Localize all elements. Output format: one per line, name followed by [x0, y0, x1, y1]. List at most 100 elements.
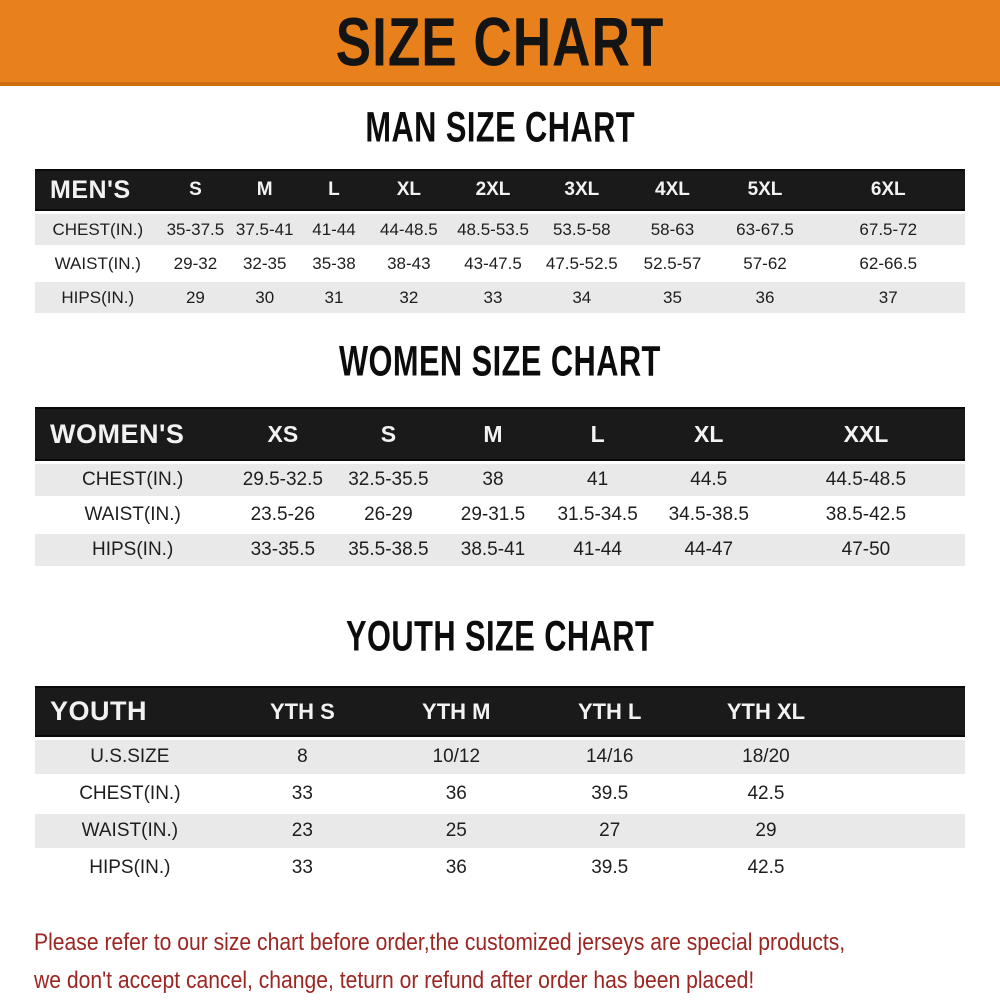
- size-value-cell: 25: [380, 814, 533, 848]
- size-value-cell: 32.5-35.5: [335, 464, 442, 496]
- size-value-cell: 38.5-42.5: [766, 499, 965, 531]
- column-header-l: L: [544, 407, 651, 461]
- womens-size-table: WOMEN'S XS S M L XL XXL CHEST(IN.) 29.5-…: [35, 404, 965, 569]
- size-value-cell: 34: [537, 282, 627, 313]
- youth-size-chart-title: YOUTH SIZE CHART: [345, 612, 655, 661]
- row-label: WAIST(IN.): [35, 814, 225, 848]
- size-value-cell: 34.5-38.5: [650, 499, 767, 531]
- size-value-cell: 38.5-41: [441, 534, 545, 566]
- size-value-cell: 33-35.5: [230, 534, 336, 566]
- size-value-cell: 29: [686, 814, 845, 848]
- size-value-cell: 39.5: [532, 777, 687, 811]
- size-value-cell: 63-67.5: [718, 214, 812, 245]
- size-value-cell: 47-50: [766, 534, 965, 566]
- size-value-cell: 44.5: [650, 464, 767, 496]
- spacer-cell: [845, 814, 965, 848]
- column-header-xxl: XXL: [766, 407, 965, 461]
- size-value-cell: 38-43: [368, 248, 449, 279]
- size-value-cell: 42.5: [686, 851, 845, 885]
- size-value-cell: 30: [230, 282, 300, 313]
- size-value-cell: 43-47.5: [448, 248, 538, 279]
- size-value-cell: 42.5: [686, 777, 845, 811]
- column-header-5xl: 5XL: [718, 169, 812, 211]
- size-value-cell: 36: [380, 851, 533, 885]
- size-value-cell: 35.5-38.5: [335, 534, 442, 566]
- size-value-cell: 18/20: [686, 740, 845, 774]
- column-header-2xl: 2XL: [448, 169, 538, 211]
- column-header-s: S: [160, 169, 231, 211]
- women-size-chart-title: WOMEN SIZE CHART: [339, 337, 661, 386]
- size-value-cell: 44-47: [650, 534, 767, 566]
- size-value-cell: 33: [448, 282, 538, 313]
- row-label: CHEST(IN.): [35, 464, 231, 496]
- youth-hips-row: HIPS(IN.) 33 36 39.5 42.5: [35, 851, 965, 885]
- column-header-yth-l: YTH L: [532, 686, 687, 737]
- size-value-cell: 41-44: [544, 534, 651, 566]
- size-value-cell: 10/12: [380, 740, 533, 774]
- column-header-6xl: 6XL: [811, 169, 965, 211]
- size-value-cell: 23: [224, 814, 381, 848]
- size-value-cell: 67.5-72: [811, 214, 965, 245]
- size-value-cell: 35: [626, 282, 719, 313]
- column-header-l: L: [299, 169, 369, 211]
- column-header-4xl: 4XL: [626, 169, 719, 211]
- size-value-cell: 26-29: [335, 499, 442, 531]
- size-value-cell: 52.5-57: [626, 248, 719, 279]
- row-label: HIPS(IN.): [35, 534, 231, 566]
- row-label: CHEST(IN.): [35, 777, 225, 811]
- size-value-cell: 57-62: [718, 248, 812, 279]
- column-header-yth-s: YTH S: [224, 686, 381, 737]
- disclaimer-line-2: we don't accept cancel, change, teturn o…: [34, 967, 755, 994]
- size-value-cell: 53.5-58: [537, 214, 627, 245]
- size-value-cell: 8: [224, 740, 381, 774]
- column-header-m: M: [441, 407, 545, 461]
- column-header-xs: XS: [230, 407, 336, 461]
- size-value-cell: 29: [160, 282, 231, 313]
- banner-title: SIZE CHART: [335, 2, 665, 80]
- disclaimer-line-1: Please refer to our size chart before or…: [34, 929, 846, 956]
- size-value-cell: 29-32: [160, 248, 231, 279]
- size-value-cell: 39.5: [532, 851, 687, 885]
- youth-header-label: YOUTH: [35, 686, 225, 737]
- size-value-cell: 23.5-26: [230, 499, 336, 531]
- mens-header-label: MEN'S: [35, 169, 161, 211]
- size-value-cell: 37.5-41: [230, 214, 300, 245]
- size-value-cell: 31: [299, 282, 369, 313]
- size-value-cell: 36: [718, 282, 812, 313]
- size-value-cell: 32: [368, 282, 449, 313]
- spacer-cell: [845, 777, 965, 811]
- mens-waist-row: WAIST(IN.) 29-32 32-35 35-38 38-43 43-47…: [35, 248, 965, 279]
- size-value-cell: 44-48.5: [368, 214, 449, 245]
- mens-hips-row: HIPS(IN.) 29 30 31 32 33 34 35 36 37: [35, 282, 965, 313]
- youth-header-row: YOUTH YTH S YTH M YTH L YTH XL: [35, 686, 965, 737]
- size-value-cell: 32-35: [230, 248, 300, 279]
- spacer-cell: [845, 740, 965, 774]
- size-value-cell: 36: [380, 777, 533, 811]
- size-value-cell: 38: [441, 464, 545, 496]
- size-value-cell: 29-31.5: [441, 499, 545, 531]
- size-value-cell: 44.5-48.5: [766, 464, 965, 496]
- row-label: WAIST(IN.): [35, 499, 231, 531]
- size-value-cell: 37: [811, 282, 965, 313]
- spacer-cell: [845, 686, 965, 737]
- row-label: CHEST(IN.): [35, 214, 161, 245]
- column-header-xl: XL: [368, 169, 449, 211]
- size-value-cell: 33: [224, 851, 381, 885]
- size-value-cell: 14/16: [532, 740, 687, 774]
- womens-waist-row: WAIST(IN.) 23.5-26 26-29 29-31.5 31.5-34…: [35, 499, 965, 531]
- column-header-s: S: [335, 407, 442, 461]
- size-value-cell: 48.5-53.5: [448, 214, 538, 245]
- size-value-cell: 62-66.5: [811, 248, 965, 279]
- mens-chest-row: CHEST(IN.) 35-37.5 37.5-41 41-44 44-48.5…: [35, 214, 965, 245]
- disclaimer: Please refer to our size chart before or…: [34, 924, 1000, 1000]
- size-value-cell: 47.5-52.5: [537, 248, 627, 279]
- womens-hips-row: HIPS(IN.) 33-35.5 35.5-38.5 38.5-41 41-4…: [35, 534, 965, 566]
- youth-chest-row: CHEST(IN.) 33 36 39.5 42.5: [35, 777, 965, 811]
- youth-ussize-row: U.S.SIZE 8 10/12 14/16 18/20: [35, 740, 965, 774]
- column-header-xl: XL: [650, 407, 767, 461]
- size-value-cell: 41-44: [299, 214, 369, 245]
- column-header-yth-xl: YTH XL: [686, 686, 845, 737]
- size-value-cell: 31.5-34.5: [544, 499, 651, 531]
- womens-chest-row: CHEST(IN.) 29.5-32.5 32.5-35.5 38 41 44.…: [35, 464, 965, 496]
- size-value-cell: 35-38: [299, 248, 369, 279]
